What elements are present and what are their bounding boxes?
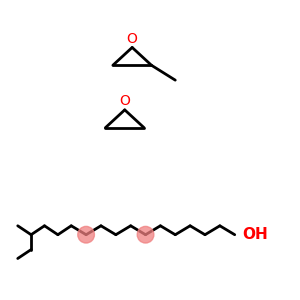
- Circle shape: [137, 226, 154, 243]
- Text: O: O: [127, 32, 138, 46]
- Text: OH: OH: [242, 227, 268, 242]
- Text: O: O: [119, 94, 130, 108]
- Circle shape: [78, 226, 94, 243]
